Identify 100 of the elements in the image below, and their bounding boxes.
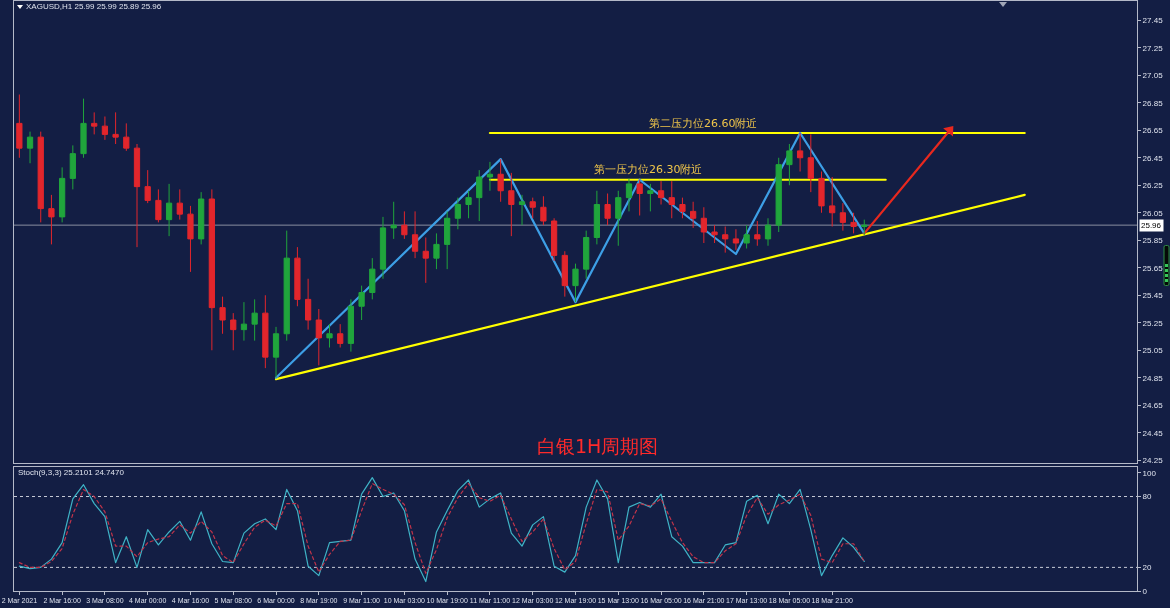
candlestick (550, 217, 558, 262)
y-tick-label: 26.25 (1142, 181, 1164, 191)
y-tick-label: 25.25 (1142, 318, 1164, 328)
candlestick (572, 263, 579, 303)
candlestick (786, 143, 793, 186)
candlestick (101, 116, 109, 141)
candlestick (187, 205, 194, 273)
y-tick-label: 80 (1142, 492, 1153, 502)
candlestick (80, 98, 87, 159)
candlestick (208, 188, 215, 351)
candlestick (657, 180, 665, 205)
candlestick (294, 246, 301, 307)
y-tick-label: 27.45 (1142, 16, 1164, 26)
candlestick (91, 111, 98, 135)
y-tick-label: 26.85 (1142, 98, 1164, 108)
candlestick (796, 132, 804, 172)
candlestick (540, 195, 547, 226)
candlestick (668, 180, 675, 219)
candlestick (829, 176, 836, 227)
candlestick (764, 217, 772, 247)
candlestick (839, 202, 846, 232)
candlestick (198, 191, 205, 245)
chart-title: Stoch(9,3,3) 25.2101 24.7470 (18, 467, 125, 477)
candlestick (155, 188, 162, 223)
candlestick (593, 190, 601, 245)
y-tick-label: 25.05 (1142, 346, 1164, 356)
candlestick (807, 133, 814, 193)
candlestick (518, 194, 526, 226)
candlestick (486, 161, 494, 192)
candlestick (123, 122, 130, 152)
candlestick (743, 224, 750, 249)
candlestick (240, 301, 248, 342)
y-tick-label: 24.65 (1142, 401, 1164, 411)
line-series (274, 131, 866, 379)
candlestick (454, 197, 461, 230)
y-tick-label: 26.05 (1142, 208, 1164, 218)
candlestick (583, 230, 590, 280)
y-tick-label: 100 (1142, 468, 1157, 478)
candlestick (732, 228, 740, 251)
candlestick (358, 285, 365, 321)
candlestick (401, 210, 408, 240)
y-tick-label: 27.25 (1142, 43, 1164, 53)
candlestick (165, 183, 173, 237)
series-label: 第二压力位26.60附近 (649, 117, 758, 130)
candlestick (69, 144, 76, 190)
candlestick (59, 166, 66, 223)
candlestick (48, 194, 55, 245)
candlestick (133, 143, 141, 248)
candlestick (411, 210, 419, 259)
candlestick (369, 257, 376, 300)
candlestick (219, 296, 226, 335)
candlestick (444, 210, 451, 270)
candlestick (16, 94, 23, 159)
candlestick (326, 323, 333, 348)
candlestick (465, 190, 472, 219)
y-tick-label: 24.25 (1142, 456, 1164, 466)
candlestick (305, 278, 312, 331)
ref-line-label: 25.96 (1141, 221, 1162, 230)
y-tick-label: 25.45 (1142, 291, 1164, 301)
candlestick (722, 226, 729, 254)
series-label: 第一压力位26.30附近 (594, 163, 703, 176)
y-tick-label: 25.65 (1142, 263, 1164, 273)
candlestick (850, 212, 857, 234)
candlestick (251, 298, 258, 342)
candlestick (775, 157, 782, 233)
candlestick (711, 224, 718, 244)
candlestick (508, 172, 515, 237)
candlestick (390, 201, 397, 240)
candlestick (625, 177, 633, 212)
candlestick (315, 308, 322, 366)
y-tick-label: 26.65 (1142, 126, 1164, 136)
candlestick (112, 111, 119, 145)
candlestick (690, 201, 697, 229)
candlestick (379, 216, 387, 280)
candlestick (615, 190, 622, 247)
candlestick (347, 298, 355, 353)
candlestick (754, 220, 761, 247)
y-tick-label: 0 (1142, 586, 1148, 596)
candlestick (262, 294, 269, 369)
candlestick (529, 197, 536, 219)
candlestick (679, 197, 686, 219)
y-tick-label: 27.05 (1142, 71, 1164, 81)
candlestick (26, 131, 34, 164)
y-tick-label: 26.45 (1142, 153, 1164, 163)
candlestick (337, 323, 344, 348)
candlestick (422, 237, 429, 284)
candlestick (561, 250, 568, 298)
y-tick-label: 24.85 (1142, 373, 1164, 383)
y-tick-label: 20 (1142, 563, 1153, 573)
candlestick (647, 183, 654, 212)
y-tick-label: 25.85 (1142, 236, 1164, 246)
candlestick (818, 171, 825, 214)
chart-title: XAGUSD,H1 25.99 25.99 25.89 25.96 (26, 1, 162, 11)
candlestick (37, 131, 44, 223)
candlestick (144, 169, 151, 204)
candlestick (176, 188, 183, 221)
annotation: 白银1H周期图 (537, 435, 659, 457)
candlestick (283, 230, 290, 342)
candlestick (861, 219, 868, 236)
y-tick-label: 24.45 (1142, 428, 1164, 438)
